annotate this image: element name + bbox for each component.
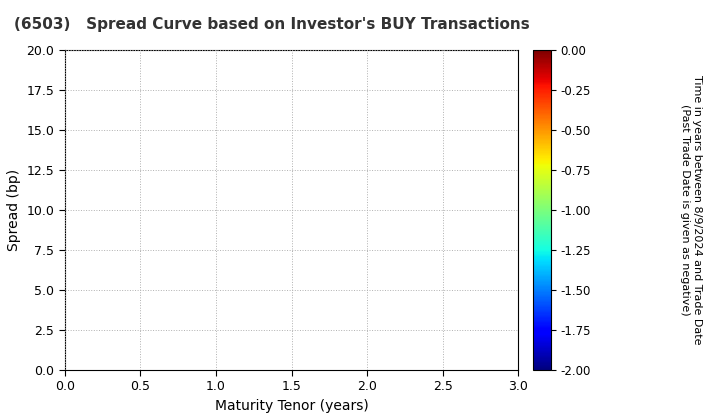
Y-axis label: Time in years between 8/9/2024 and Trade Date
(Past Trade Date is given as negat: Time in years between 8/9/2024 and Trade…: [680, 75, 702, 345]
Y-axis label: Spread (bp): Spread (bp): [7, 169, 21, 251]
X-axis label: Maturity Tenor (years): Maturity Tenor (years): [215, 399, 369, 412]
Text: (6503)   Spread Curve based on Investor's BUY Transactions: (6503) Spread Curve based on Investor's …: [14, 17, 530, 32]
